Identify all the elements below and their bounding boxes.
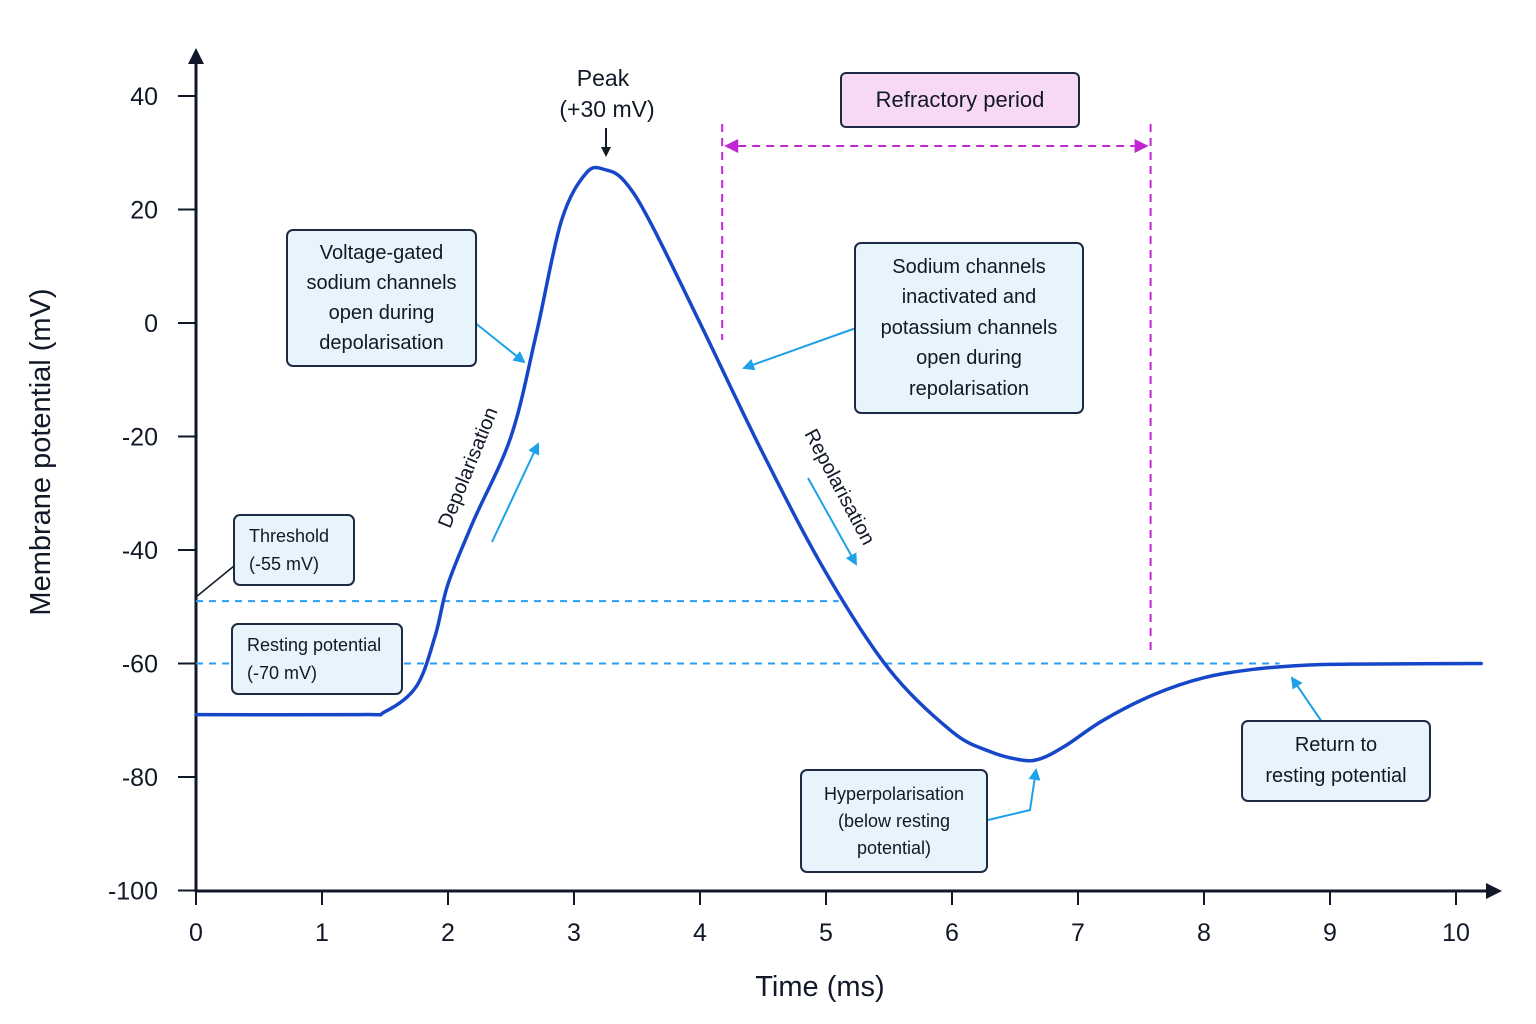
repolarisation-callout-line: repolarisation [908, 377, 1030, 400]
repolarisation-arrow-icon [807, 477, 857, 566]
y-tick-label: 0 [144, 310, 158, 338]
hyperpolarisation-callout-line: (below resting [837, 810, 951, 831]
threshold-connector [195, 565, 235, 598]
x-tick-label: 0 [189, 919, 203, 947]
x-tick-label: 1 [315, 919, 329, 947]
return-callout-line: Return to [1294, 734, 1378, 756]
depolarisation-callout-line: sodium channels [306, 272, 457, 294]
peak-value-label: (+30 mV) [559, 96, 654, 122]
hyperpolarisation-callout-arrow-icon [987, 768, 1041, 821]
y-tick-label: 40 [130, 83, 158, 111]
x-tick-label: 9 [1323, 919, 1337, 947]
hyperpolarisation-callout: Hyperpolarisation (below resting potenti… [800, 769, 988, 873]
x-tick-label: 5 [819, 919, 833, 947]
reference-lines [196, 600, 1280, 665]
depolarisation-callout-line: open during [328, 302, 435, 324]
repolarisation-callout-line: potassium channels [880, 316, 1058, 339]
repolarisation-callout-arrow-icon [742, 327, 857, 371]
resting-potential-callout-line: (-70 mV) [247, 663, 318, 683]
threshold-callout: Threshold (-55 mV) [233, 514, 355, 586]
threshold-callout-line: (-55 mV) [249, 554, 320, 574]
y-tick-label: 20 [130, 197, 158, 225]
resting-potential-callout: Resting potential (-70 mV) [231, 623, 403, 695]
refractory-period-label: Refractory period [840, 72, 1080, 128]
y-tick-label: -40 [122, 537, 158, 565]
depolarisation-callout-line: depolarisation [319, 332, 444, 354]
x-tick-label: 8 [1197, 919, 1211, 947]
y-tick-label: -60 [122, 651, 158, 679]
y-axis-arrow-icon [188, 48, 204, 64]
repolarisation-callout-line: open during [916, 347, 1022, 370]
x-tick-label: 10 [1442, 919, 1470, 947]
threshold-callout-line: Threshold [249, 526, 330, 546]
return-to-resting-callout: Return to resting potential [1241, 720, 1431, 802]
hyperpolarisation-callout-line: Hyperpolarisation [823, 783, 965, 804]
depolarisation-callout: Voltage-gated sodium channels open durin… [286, 229, 477, 367]
peak-label: Peak [577, 65, 630, 91]
y-tick-label: -20 [122, 424, 158, 452]
depolarisation-callout-line: Voltage-gated [319, 242, 444, 264]
resting-potential-callout-line: Resting potential [247, 635, 382, 655]
y-ticks: 40 20 0 -20 -40 -60 -80 -100 [108, 83, 196, 906]
repolarisation-callout-line: Sodium channels [892, 255, 1046, 278]
refractory-right-arrow-icon [1134, 139, 1149, 153]
y-axis-title: Membrane potential (mV) [25, 288, 57, 615]
repolarisation-callout: Sodium channels inactivated and potassiu… [854, 242, 1084, 414]
depolarisation-callout-arrow-icon [473, 321, 526, 364]
refractory-bracket [721, 124, 1152, 650]
x-tick-label: 6 [945, 919, 959, 947]
hyperpolarisation-callout-line: potential) [856, 837, 932, 858]
return-callout-line: resting potential [1265, 765, 1407, 787]
x-tick-label: 4 [693, 919, 707, 947]
repolarisation-label: Repolarisation [800, 426, 879, 549]
x-axis-title: Time (ms) [755, 971, 884, 1003]
y-tick-label: -100 [108, 878, 158, 906]
x-tick-label: 3 [567, 919, 581, 947]
y-tick-label: -80 [122, 764, 158, 792]
x-axis-arrow-icon [1486, 883, 1502, 899]
depolarisation-arrow-icon [491, 442, 540, 543]
repolarisation-callout-line: inactivated and [901, 286, 1037, 309]
return-callout-arrow-icon [1290, 676, 1323, 723]
x-tick-label: 7 [1071, 919, 1085, 947]
action-potential-curve [194, 165, 1483, 763]
x-ticks: 0 1 2 3 4 5 6 7 8 9 10 [189, 891, 1470, 947]
x-tick-label: 2 [441, 919, 455, 947]
refractory-left-arrow-icon [724, 139, 739, 153]
depolarisation-label: Depolarisation [434, 404, 502, 531]
